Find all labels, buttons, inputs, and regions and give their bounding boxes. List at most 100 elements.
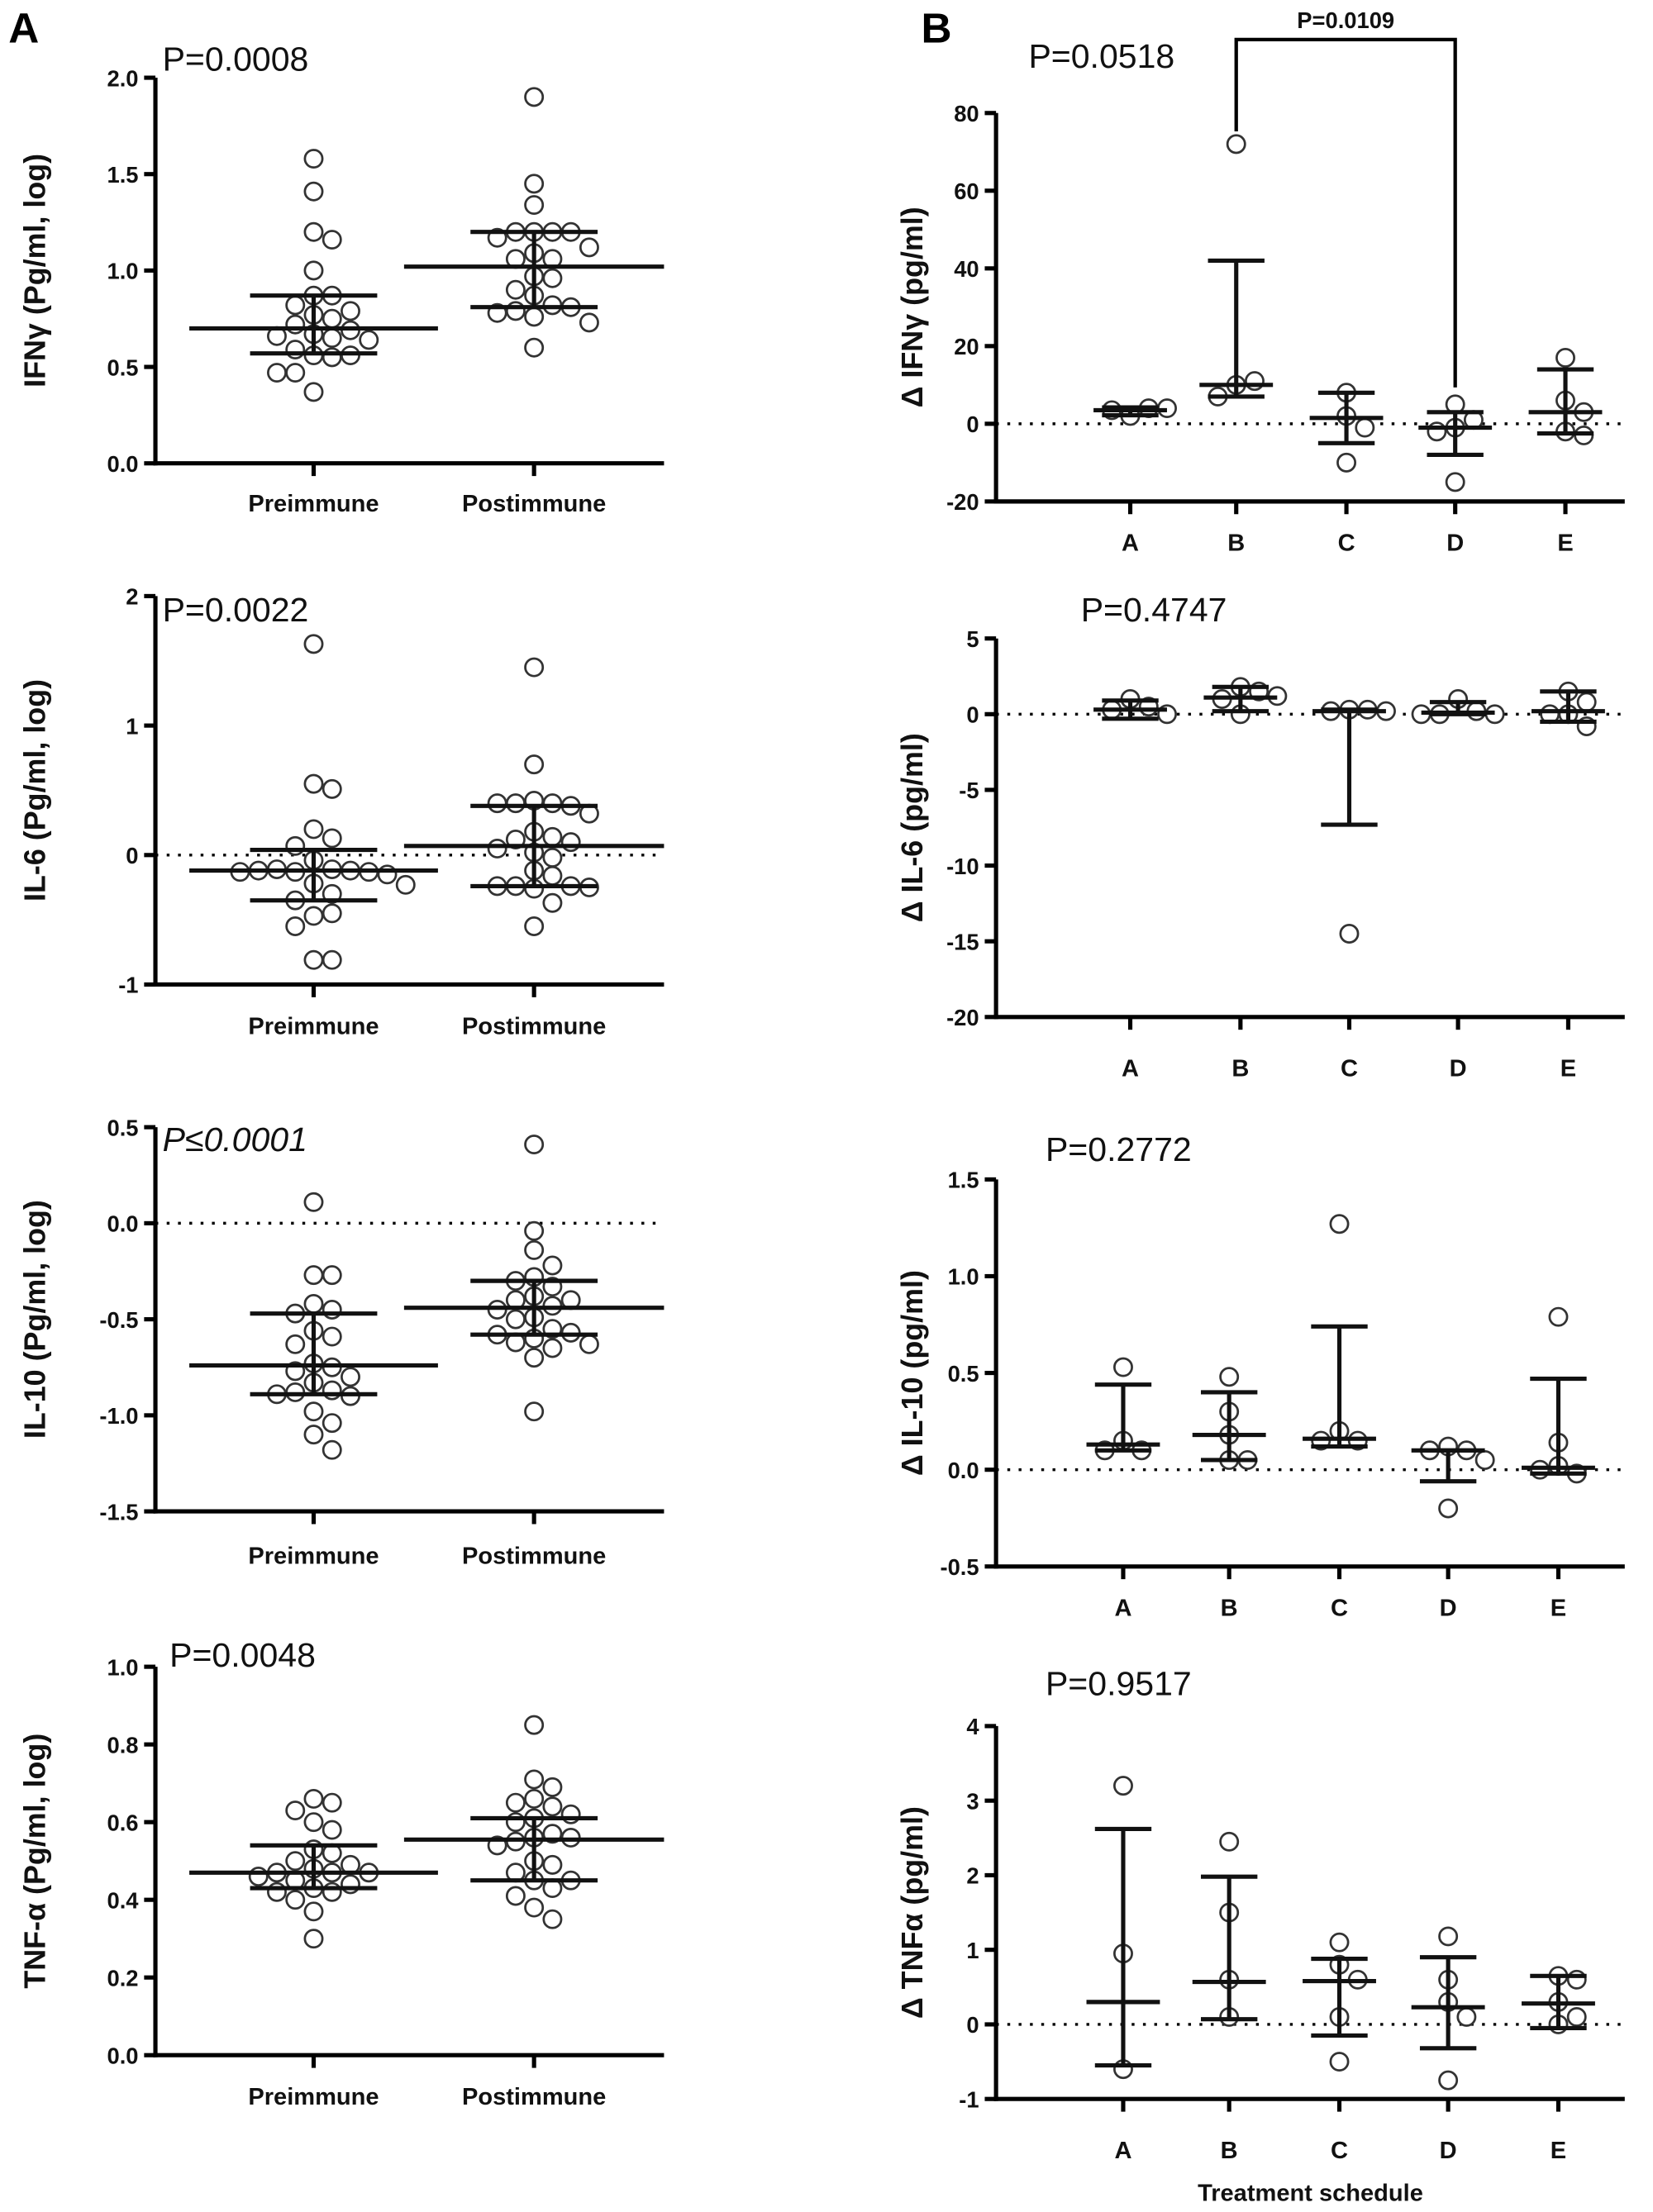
data-point <box>542 1796 563 1817</box>
data-point <box>322 1326 342 1347</box>
p-value: P=0.2772 <box>1046 1130 1192 1168</box>
data-point <box>524 1897 545 1918</box>
data-point <box>542 1338 563 1358</box>
data-point <box>303 1265 324 1286</box>
y-tick-label: 1.0 <box>107 259 139 284</box>
y-tick-label: -10 <box>946 854 979 879</box>
chart-b2: -20 -15 -10 -5 0 5 Δ IL-6 (pg/ml) P=0.4747 A B C D E <box>896 591 1625 1082</box>
y-axis-title: Δ IL-6 (pg/ml) <box>896 733 929 922</box>
x-tick-label: A <box>1122 530 1139 557</box>
chart-b3: -0.5 0.0 0.5 1.0 1.5 Δ IL-10 (pg/ml) P=0.2772 A… <box>896 1130 1625 1622</box>
data-point <box>1576 692 1597 712</box>
y-tick-label: -20 <box>946 489 979 515</box>
data-point <box>303 1425 324 1445</box>
data-point <box>248 1867 269 1886</box>
data-point <box>579 312 599 333</box>
data-point <box>1329 1214 1350 1234</box>
data-point <box>322 1265 342 1286</box>
data-point <box>285 835 306 856</box>
data-point <box>285 314 306 335</box>
data-point <box>1438 1498 1459 1519</box>
data-point <box>524 1220 545 1241</box>
y-axis-title: TNF-α (Pg/ml, log) <box>19 1734 52 1989</box>
x-tick-label: Preimmune <box>248 2084 379 2110</box>
data-point <box>542 826 563 847</box>
data-point <box>322 903 342 924</box>
data-point <box>285 1334 306 1354</box>
data-point <box>1438 2070 1459 2091</box>
chart-b4: -1 0 1 2 3 4 Δ TNFα (pg/ml) P=0.9517 A B C D E Treatm… <box>896 1664 1625 2206</box>
y-tick-label: -1 <box>118 973 138 998</box>
y-tick-label: -1.5 <box>99 1499 138 1525</box>
data-point <box>1427 421 1447 442</box>
y-tick-label: 0 <box>966 2012 979 2038</box>
data-point <box>542 793 563 814</box>
x-tick-label: D <box>1450 1056 1467 1082</box>
y-tick-label: 0 <box>966 702 979 728</box>
y-tick-label: 0 <box>966 411 979 437</box>
y-axis-title: Δ IL-10 (pg/ml) <box>896 1270 929 1476</box>
data-point <box>322 1881 342 1902</box>
data-point <box>322 828 342 849</box>
data-point <box>303 819 324 840</box>
p-value: P=0.9517 <box>1046 1664 1192 1702</box>
data-point <box>303 1929 324 1949</box>
y-tick-label: 0.0 <box>107 451 139 477</box>
x-axis-title: Treatment schedule <box>1198 2180 1423 2206</box>
y-tick-label: 60 <box>954 178 979 204</box>
data-point <box>1329 2052 1350 2072</box>
data-point <box>1555 347 1575 368</box>
data-point <box>267 1881 287 1902</box>
data-point <box>303 1192 324 1212</box>
data-point <box>524 754 545 775</box>
y-tick-label: 4 <box>966 1714 979 1739</box>
chart-a3: -1.5 -1.0 -0.5 0.0 0.5 IL-10 (Pg/ml, log) P≤0.… <box>19 1115 665 1569</box>
data-point <box>505 793 526 814</box>
y-axis-title: IL-10 (Pg/ml, log) <box>19 1200 52 1439</box>
data-point <box>322 1792 342 1813</box>
data-point <box>359 330 379 350</box>
data-point <box>524 307 545 327</box>
data-point <box>505 1792 526 1813</box>
x-tick-label: E <box>1551 2138 1566 2164</box>
data-point <box>285 295 306 316</box>
data-point <box>1474 1449 1495 1470</box>
y-axis-title: IL-6 (Pg/ml, log) <box>19 679 52 901</box>
y-tick-label: 0.0 <box>948 1458 979 1483</box>
y-tick-label: -20 <box>946 1005 979 1030</box>
x-tick-label: C <box>1331 2138 1348 2164</box>
y-axis-title: Δ IFNγ (pg/ml) <box>896 207 929 407</box>
y-axis-title: Δ TNFα (pg/ml) <box>896 1806 929 2019</box>
y-tick-label: 1.0 <box>107 1654 139 1680</box>
y-tick-label: 3 <box>966 1788 979 1814</box>
data-point <box>1355 417 1375 438</box>
p-value: P≤0.0001 <box>163 1120 307 1158</box>
data-point <box>505 1812 526 1833</box>
x-tick-label: E <box>1551 1596 1566 1622</box>
x-tick-label: D <box>1440 1596 1457 1622</box>
chart-a1: 0.0 0.5 1.0 1.5 2.0 IFNγ (Pg/ml, log) P=0.0008… <box>19 40 665 517</box>
data-point <box>1566 2006 1587 2027</box>
data-point <box>341 1874 360 1895</box>
data-point <box>579 1334 599 1354</box>
data-point <box>1329 1932 1350 1953</box>
data-point <box>1113 1776 1133 1796</box>
data-point <box>303 221 324 242</box>
data-point <box>267 363 287 383</box>
data-point <box>303 181 324 202</box>
y-tick-label: 1.0 <box>948 1264 979 1290</box>
x-tick-label: B <box>1221 2138 1238 2164</box>
y-tick-label: 0.6 <box>107 1810 139 1835</box>
data-point <box>322 308 342 329</box>
data-point <box>285 340 306 360</box>
data-point <box>542 865 563 886</box>
data-point <box>303 382 324 402</box>
data-point <box>524 1348 545 1368</box>
data-point <box>542 847 563 868</box>
data-point <box>303 1401 324 1422</box>
significance-bracket <box>1234 37 1457 388</box>
data-point <box>524 657 545 678</box>
x-tick-label: A <box>1114 1596 1131 1622</box>
y-tick-label: -1 <box>959 2086 979 2112</box>
